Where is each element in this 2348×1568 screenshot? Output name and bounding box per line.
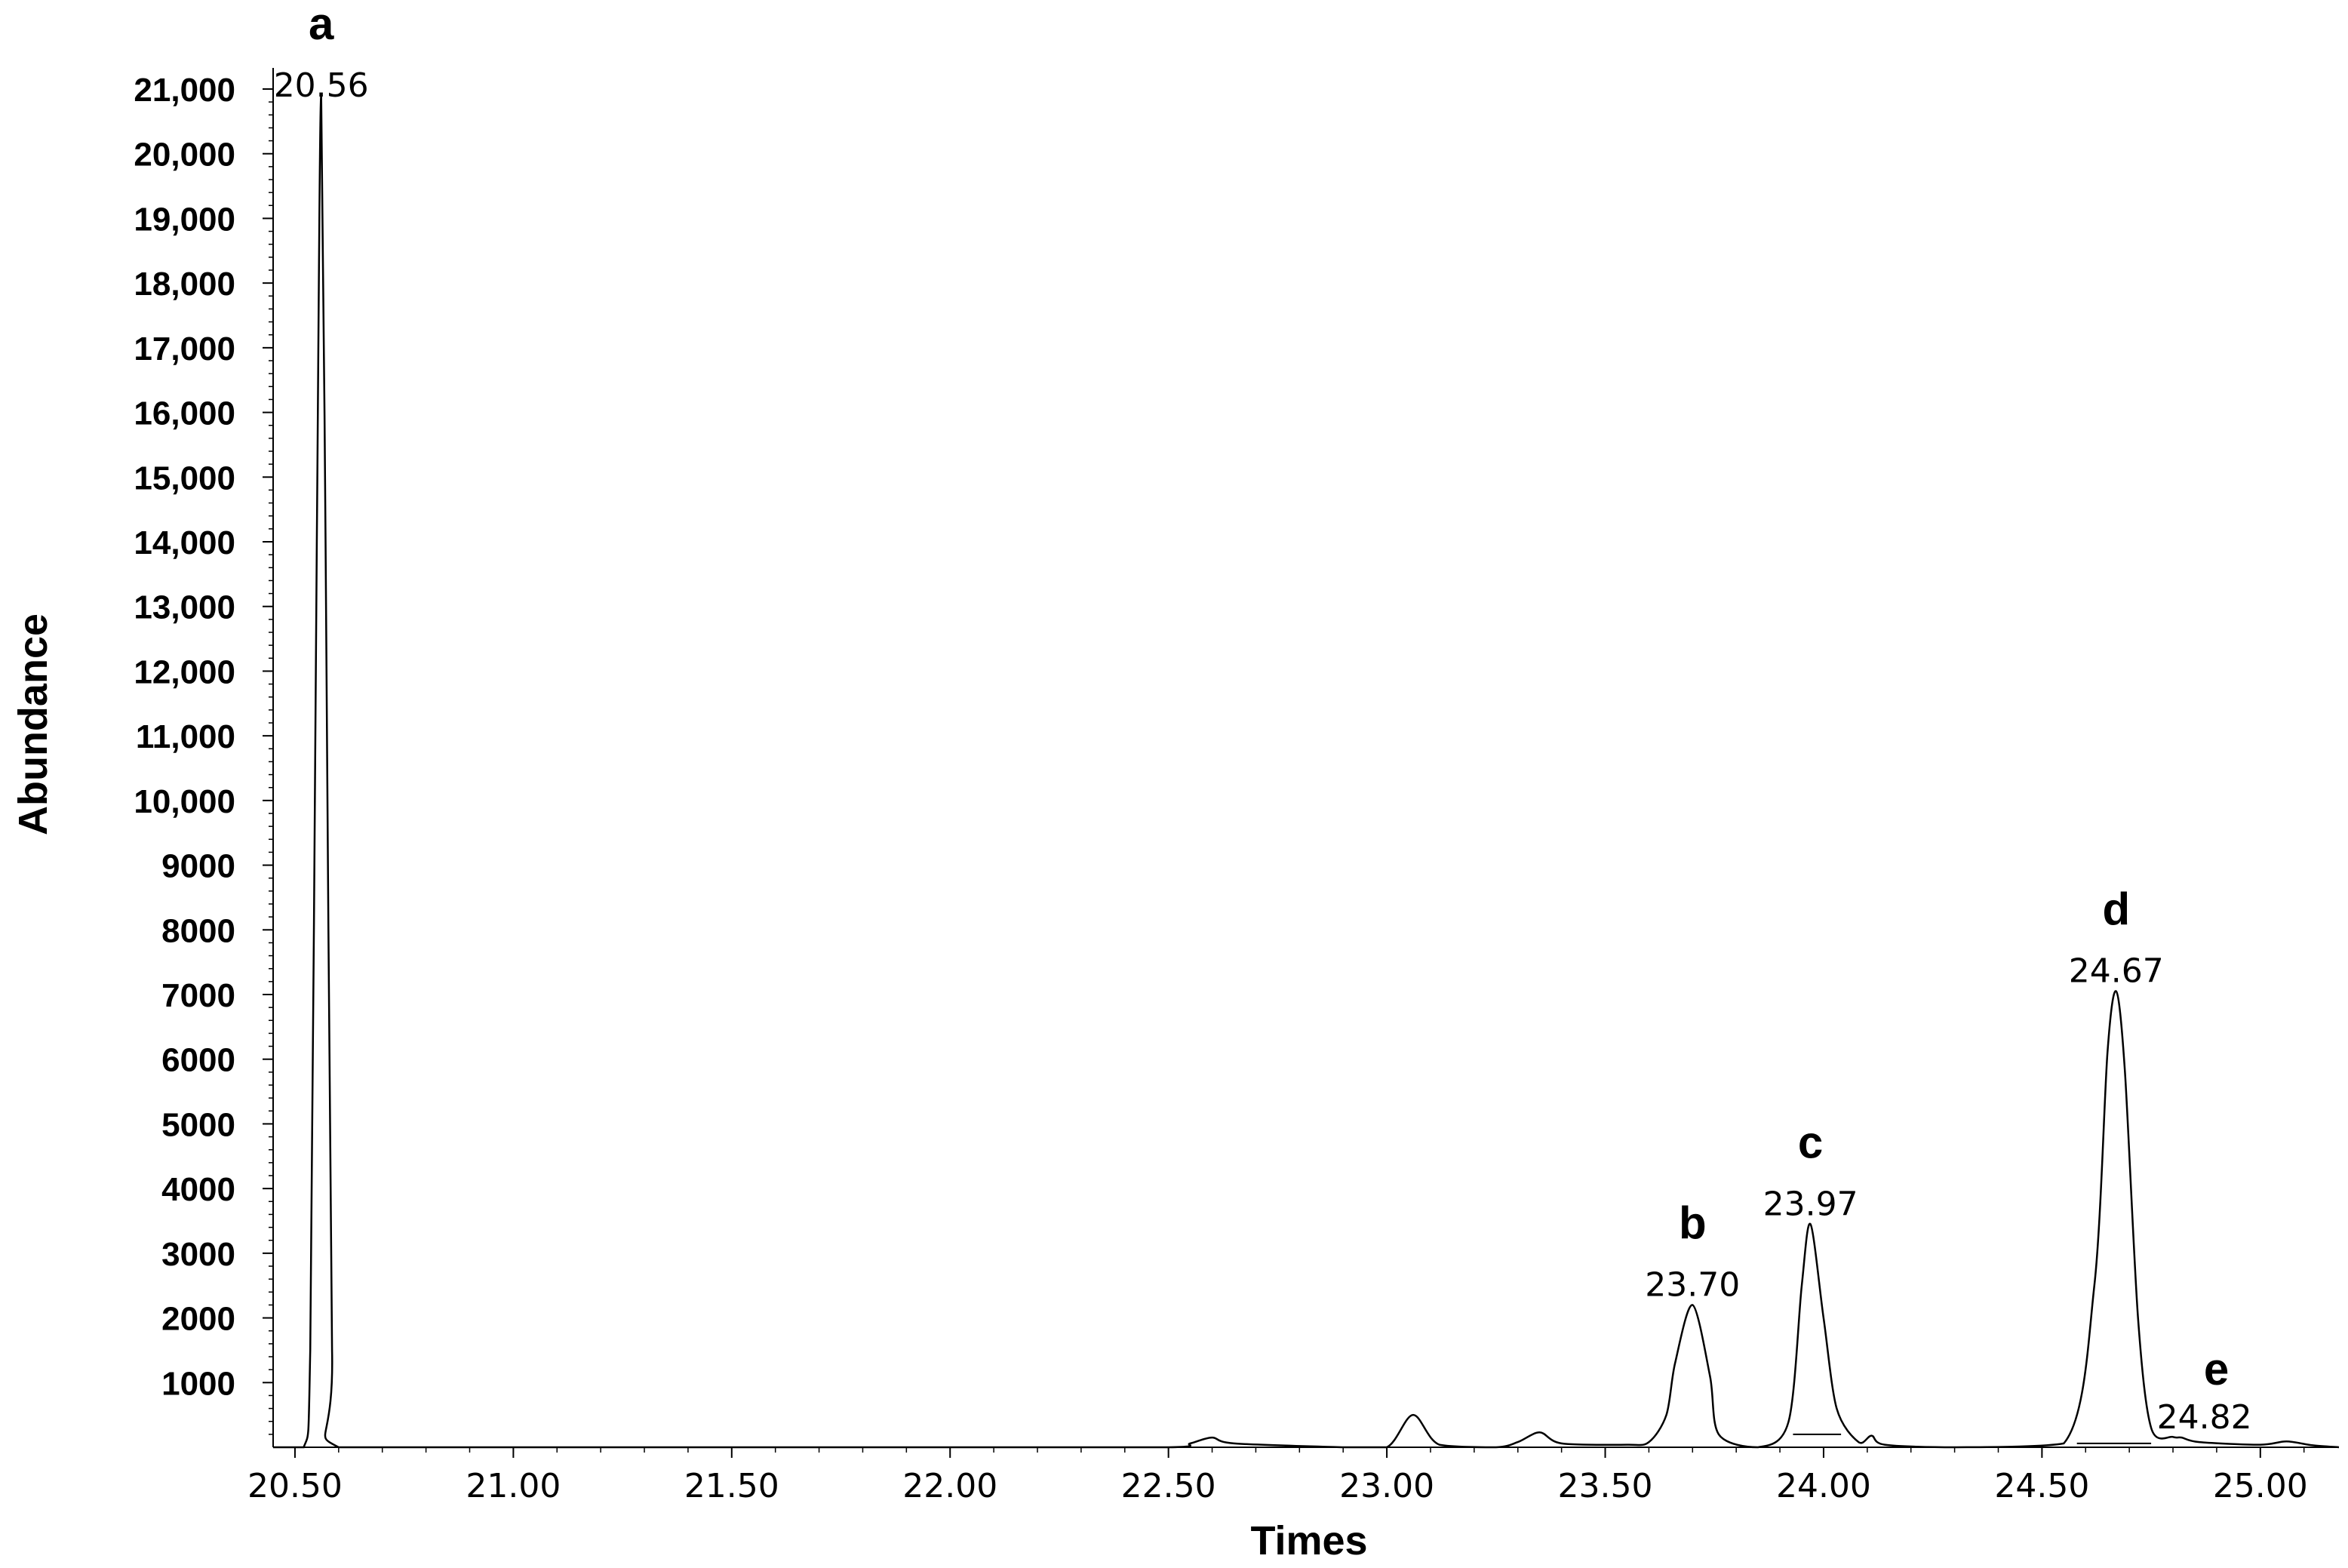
y-axis: 1000 2000 3000 4000 5000 6000 7000 8000 9000 10,0… [134, 68, 274, 1447]
y-axis-title: Abundance [11, 613, 56, 835]
x-tick-label: 25.00 [2213, 1467, 2308, 1505]
peak-time-label: 20.56 [274, 66, 369, 105]
y-tick-label: 3000 [161, 1236, 235, 1273]
y-tick-label: 2000 [161, 1301, 235, 1338]
peak-annotations: a 20.56 b 23.70 c 23.97 d 24.67 e 24.82 [274, 0, 2252, 1437]
y-tick-label: 8000 [161, 912, 235, 949]
peak-letter-label: d [2102, 884, 2130, 935]
y-tick-label: 20,000 [134, 137, 235, 174]
peak-time-label: 23.97 [1763, 1185, 1858, 1223]
peak-letter-label: a [309, 0, 334, 49]
y-tick-label: 4000 [161, 1171, 235, 1208]
peak-letter-label: e [2204, 1344, 2229, 1394]
x-axis-title: Times [1250, 1518, 1367, 1563]
y-tick-label: 5000 [161, 1106, 235, 1143]
y-tick-label: 19,000 [134, 201, 235, 238]
y-tick-label: 9000 [161, 848, 235, 885]
x-tick-label: 20.50 [247, 1467, 343, 1505]
x-tick-label: 23.00 [1339, 1467, 1434, 1505]
x-tick-label: 21.50 [684, 1467, 779, 1505]
x-tick-label: 22.50 [1121, 1467, 1216, 1505]
x-tick-label: 21.00 [466, 1467, 561, 1505]
x-tick-label: 22.00 [902, 1467, 997, 1505]
peak-letter-label: b [1679, 1198, 1707, 1248]
y-tick-label: 16,000 [134, 395, 235, 432]
x-tick-label: 24.50 [1994, 1467, 2089, 1505]
x-tick-label: 24.00 [1776, 1467, 1871, 1505]
x-tick-label: 23.50 [1558, 1467, 1653, 1505]
peak-time-label: 24.82 [2157, 1398, 2252, 1437]
y-tick-label: 6000 [161, 1042, 235, 1079]
y-tick-label: 15,000 [134, 460, 235, 497]
integration-baselines [1793, 1433, 2152, 1444]
chromatogram-trace [272, 94, 2340, 1449]
y-tick-label: 1000 [161, 1365, 235, 1402]
y-tick-label: 14,000 [134, 524, 235, 561]
y-tick-label: 10,000 [134, 783, 235, 820]
y-tick-label: 7000 [161, 977, 235, 1014]
y-tick-label: 11,000 [136, 718, 235, 755]
peak-letter-label: c [1798, 1117, 1823, 1167]
y-tick-label: 17,000 [134, 331, 235, 367]
y-tick-label: 12,000 [134, 653, 235, 690]
y-tick-label: 18,000 [134, 266, 235, 303]
y-tick-label: 13,000 [134, 589, 235, 626]
x-tick-labels: 20.50 21.00 21.50 22.00 22.50 23.00 23.50 24.00… [247, 1447, 2308, 1505]
y-tick-label: 21,000 [134, 72, 235, 109]
x-axis: 20.50 21.00 21.50 22.00 22.50 23.00 23.50 24.00… [247, 1447, 2339, 1505]
peak-time-label: 24.67 [2069, 952, 2164, 991]
peak-time-label: 23.70 [1645, 1265, 1740, 1304]
y-tick-labels: 1000 2000 3000 4000 5000 6000 7000 8000 9000 10,0… [134, 72, 273, 1435]
